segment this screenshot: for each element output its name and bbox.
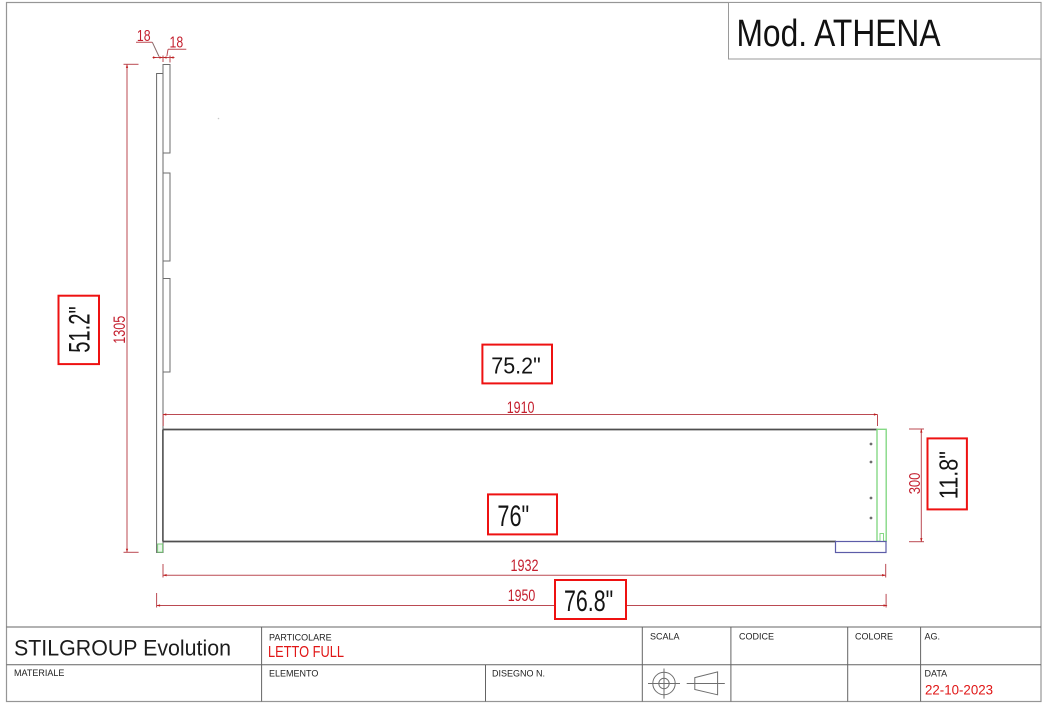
svg-text:22-10-2023: 22-10-2023 bbox=[925, 681, 993, 697]
svg-text:DATA: DATA bbox=[925, 669, 948, 679]
svg-text:76.8": 76.8" bbox=[564, 585, 613, 618]
svg-text:AG.: AG. bbox=[925, 632, 941, 642]
svg-text:STILGROUP Evolution: STILGROUP Evolution bbox=[14, 636, 231, 661]
svg-text:300: 300 bbox=[907, 472, 924, 494]
svg-text:COLORE: COLORE bbox=[855, 632, 893, 642]
svg-text:51.2": 51.2" bbox=[64, 306, 97, 352]
svg-text:1910: 1910 bbox=[507, 399, 535, 417]
svg-text:Mod. ATHENA: Mod. ATHENA bbox=[737, 13, 942, 55]
svg-text:1932: 1932 bbox=[511, 557, 539, 575]
svg-text:MATERIALE: MATERIALE bbox=[14, 668, 64, 678]
svg-text:SCALA: SCALA bbox=[650, 632, 680, 642]
svg-text:76": 76" bbox=[497, 500, 529, 533]
svg-text:11.8": 11.8" bbox=[933, 451, 963, 499]
svg-text:LETTO FULL: LETTO FULL bbox=[268, 644, 344, 661]
svg-text:1950: 1950 bbox=[508, 587, 536, 605]
svg-text:DISEGNO N.: DISEGNO N. bbox=[492, 669, 545, 679]
svg-text:1305: 1305 bbox=[110, 316, 129, 344]
svg-text:PARTICOLARE: PARTICOLARE bbox=[269, 632, 332, 642]
svg-text:ELEMENTO: ELEMENTO bbox=[269, 669, 318, 679]
svg-text:18: 18 bbox=[170, 35, 184, 52]
svg-text:18: 18 bbox=[137, 28, 151, 45]
svg-text:75.2": 75.2" bbox=[491, 353, 540, 379]
svg-text:CODICE: CODICE bbox=[739, 632, 774, 642]
